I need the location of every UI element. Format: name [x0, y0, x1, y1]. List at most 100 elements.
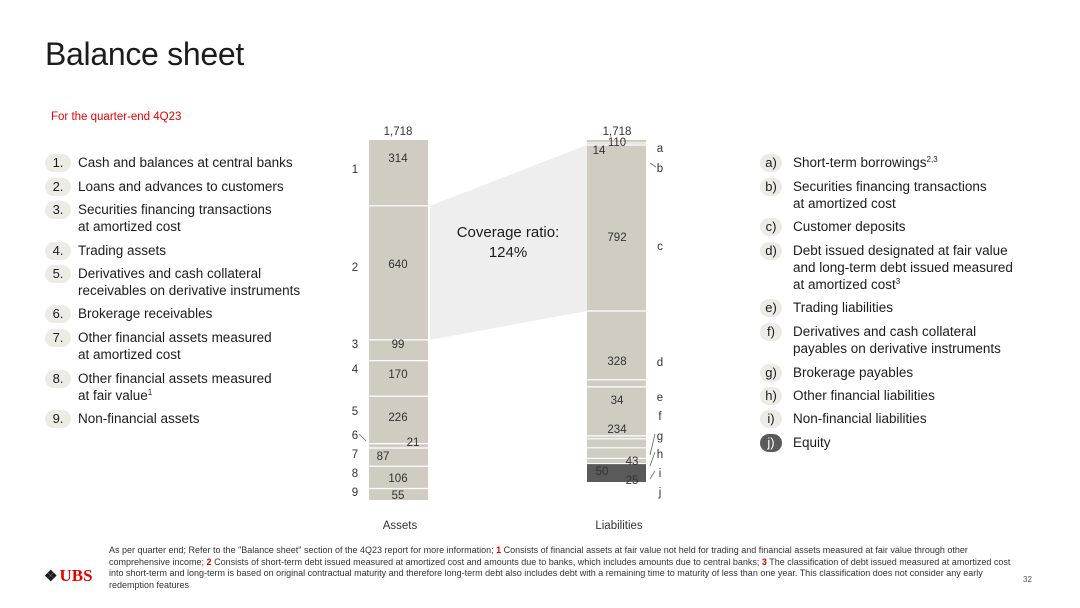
assets-bar-segment: [369, 443, 428, 449]
liabilities-value-label: 234: [607, 424, 627, 436]
assets-bar-segment: [369, 140, 428, 206]
coverage-connector: [430, 145, 587, 340]
liabilities-bar-segment: [587, 386, 646, 436]
assets-value-label: 99: [392, 339, 405, 351]
liabilities-bar-segment: [587, 438, 646, 448]
asset-legend-number: 7.: [45, 329, 71, 347]
assets-bar-segment: [369, 360, 428, 397]
liabilities-leader-line: [649, 451, 656, 467]
assets-segment-key: 6: [352, 430, 358, 442]
liabilities-leader-line: [649, 162, 657, 168]
liability-legend-label: Debt issued designated at fair value and…: [793, 243, 1013, 292]
liabilities-bar-segment: [587, 463, 646, 482]
coverage-ratio-value: 124%: [489, 244, 527, 261]
liabilities-bar-segment: [587, 145, 646, 311]
liability-legend-number: d): [760, 242, 782, 260]
liability-legend-label: Customer deposits: [793, 219, 906, 234]
liabilities-value-label: 792: [607, 232, 626, 244]
liability-legend-number: i): [760, 410, 782, 428]
liability-legend-number: e): [760, 299, 782, 317]
asset-legend-label: Derivatives and cash collateral receivab…: [78, 266, 301, 298]
liabilities-total-label: 1,718: [603, 126, 632, 138]
assets-segment-key: 1: [352, 164, 358, 176]
liability-legend-number: h): [760, 387, 782, 405]
liabilities-segment-key: d: [657, 357, 663, 369]
asset-legend-number: 4.: [45, 242, 71, 260]
asset-legend-number: 3.: [45, 201, 71, 219]
page-number: 32: [1023, 575, 1032, 584]
ubs-logo: ❖ UBS: [44, 566, 93, 585]
assets-segment-key: 9: [352, 487, 358, 499]
liabilities-segment-key: f: [658, 411, 662, 423]
asset-legend-label: Other financial assets measured at fair …: [78, 371, 272, 403]
assets-segment-key: 5: [352, 406, 358, 418]
liabilities-segment-key: b: [657, 163, 663, 175]
liabilities-segment-key: h: [657, 449, 663, 461]
liability-legend-label: Derivatives and cash collateral payables…: [793, 324, 1001, 356]
liability-legend-label: Other financial liabilities: [793, 388, 935, 403]
liability-legend-label: Equity: [793, 435, 831, 450]
liability-legend-label: Brokerage payables: [793, 365, 914, 380]
liabilities-segment-key: i: [659, 468, 662, 480]
assets-bar-segment: [369, 466, 428, 489]
assets-value-label: 21: [407, 437, 420, 449]
assets-segment-key: 7: [352, 449, 358, 461]
asset-legend-label: Non-financial assets: [78, 411, 200, 426]
liabilities-bar-segment: [587, 140, 646, 143]
assets-value-label: 87: [377, 451, 390, 463]
asset-legend-label: Other financial assets measured at amort…: [78, 330, 272, 362]
liabilities-category-label: Liabilities: [595, 520, 643, 532]
footnote: As per quarter end; Refer to the "Balanc…: [109, 545, 1011, 590]
liability-legend-label: Non-financial liabilities: [793, 411, 927, 426]
liabilities-value-label: 14: [593, 145, 606, 157]
assets-bar-segment: [369, 396, 428, 444]
page-subtitle: For the quarter-end 4Q23: [51, 111, 182, 123]
asset-legend-number: 9.: [45, 410, 71, 428]
assets-category-label: Assets: [383, 520, 418, 532]
assets-value-label: 314: [388, 153, 408, 165]
liabilities-segment-key: j: [658, 487, 662, 499]
coverage-ratio-label: Coverage ratio:: [457, 224, 560, 241]
assets-total-label: 1,718: [384, 126, 413, 138]
assets-bar-segment: [369, 205, 428, 340]
assets-segment-key: 2: [352, 262, 358, 274]
liability-legend-number: f): [760, 323, 782, 341]
liabilities-bar-segment: [587, 447, 646, 459]
liabilities-value-label: 25: [626, 475, 639, 487]
assets-value-label: 55: [392, 490, 405, 502]
liabilities-value-label: 88: [596, 486, 609, 498]
liabilities-segment-key: a: [657, 143, 664, 155]
liability-legend-label: Securities financing transactions at amo…: [793, 179, 987, 211]
assets-bar-segment: [369, 339, 428, 361]
asset-legend-number: 1.: [45, 154, 71, 172]
asset-legend-label: Trading assets: [78, 243, 167, 258]
liability-legend-label: Trading liabilities: [793, 300, 894, 315]
liabilities-value-label: 328: [607, 356, 626, 368]
assets-segment-key: 4: [352, 364, 359, 376]
asset-legend-number: 6.: [45, 305, 71, 323]
assets-segment-key: 3: [352, 339, 358, 351]
liability-legend-footnote-ref: 2,3: [926, 155, 938, 164]
liabilities-segment-key: c: [657, 241, 663, 253]
page-title: Balance sheet: [45, 36, 244, 72]
liabilities-segment-key: e: [657, 392, 663, 404]
balance-sheet-chart: 1,718 1,718314640991702262187106551234567…: [352, 126, 664, 532]
asset-legend-number: 8.: [45, 370, 71, 388]
asset-legend-footnote-ref: 1: [147, 388, 153, 397]
liabilities-bar-segment: [587, 435, 646, 439]
ubs-keys-icon: ❖: [44, 569, 58, 585]
asset-legend-number: 2.: [45, 178, 71, 196]
liability-legend-number: c): [760, 218, 782, 236]
assets-bar-segment: [369, 448, 428, 467]
assets-value-label: 226: [388, 412, 407, 424]
liabilities-value-label: 43: [626, 456, 639, 468]
liability-legend-number: g): [760, 364, 782, 382]
liabilities-bar-segment: [587, 142, 646, 146]
assets-leader-line: [358, 433, 367, 442]
asset-legend-label: Brokerage receivables: [78, 306, 213, 321]
assets-value-label: 640: [388, 259, 407, 271]
asset-legend-label: Cash and balances at central banks: [78, 155, 293, 170]
liabilities-bar-segment: [587, 458, 646, 464]
assets-bar-segment: [369, 488, 428, 500]
assets-value-label: 170: [388, 369, 407, 381]
